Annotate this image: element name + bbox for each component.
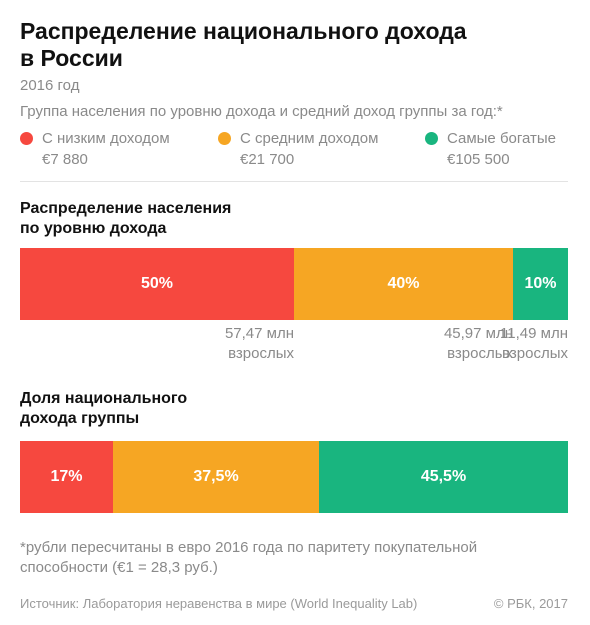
year-label: 2016 год xyxy=(20,77,80,94)
population-chart-title-line-1: Распределение населения xyxy=(20,200,232,217)
divider xyxy=(20,181,568,182)
legend-item-low: С низким доходом €7 880 xyxy=(20,128,170,170)
population-label-rich: 10% xyxy=(524,275,557,292)
population-count-middle: 45,97 млн взрослых xyxy=(444,324,513,364)
population-count-low: 57,47 млн взрослых xyxy=(225,324,294,364)
legend-item-rich: Самые богатые €105 500 xyxy=(425,128,556,170)
income-segment-low: 17% xyxy=(20,441,113,513)
income-chart-title-line-2: дохода группы xyxy=(20,410,140,427)
legend-value-middle: €21 700 xyxy=(240,151,295,168)
population-count-middle-value: 45,97 млн xyxy=(443,325,513,342)
footnote-line-1: *рубли пересчитаны в евро 2016 года по п… xyxy=(20,539,478,556)
population-label-low: 50% xyxy=(140,275,174,292)
population-segment-low: 50% xyxy=(20,248,294,320)
population-count-middle-unit: взрослых xyxy=(447,345,513,362)
legend-name-low: С низким доходом xyxy=(42,130,170,147)
source-note: Источник: Лаборатория неравенства в мире… xyxy=(20,596,418,611)
population-count-rich: 11,49 млн взрослых xyxy=(500,324,568,364)
population-label-middle: 40% xyxy=(387,275,420,292)
legend-name-middle: С средним доходом xyxy=(240,130,379,147)
legend-name-rich: Самые богатые xyxy=(447,130,557,147)
population-segment-rich: 10% xyxy=(513,248,568,320)
legend-value-rich: €105 500 xyxy=(447,151,510,168)
title-line-1: Распределение национального дохода xyxy=(20,18,467,44)
income-segment-rich: 45,5% xyxy=(319,441,568,513)
legend-dot-low xyxy=(20,132,33,145)
page-title: Распределение национального дохода в Рос… xyxy=(20,18,580,72)
legend-value-low: €7 880 xyxy=(42,151,88,168)
population-count-low-unit: взрослых xyxy=(228,345,294,362)
population-chart-title: Распределение населения по уровню дохода xyxy=(20,199,231,239)
legend-title: Группа населения по уровню дохода и сред… xyxy=(20,103,503,120)
legend-dot-middle xyxy=(218,132,231,145)
income-segment-middle: 37,5% xyxy=(113,441,319,513)
population-count-rich-unit: взрослых xyxy=(502,345,568,362)
income-label-middle: 37,5% xyxy=(193,468,239,485)
income-chart-title-line-1: Доля национального xyxy=(20,390,188,407)
income-label-low: 17% xyxy=(50,468,83,485)
population-chart-title-line-2: по уровню дохода xyxy=(20,220,167,237)
legend-dot-rich xyxy=(425,132,438,145)
legend-item-middle: С средним доходом €21 700 xyxy=(218,128,378,170)
footnote-line-2: способности (€1 = 28,3 руб.) xyxy=(20,559,218,576)
income-chart-title: Доля национального дохода группы xyxy=(20,389,187,429)
copyright: © РБК, 2017 xyxy=(493,596,568,611)
population-segment-middle: 40% xyxy=(294,248,513,320)
population-count-rich-value: 11,49 млн xyxy=(500,325,568,342)
population-count-low-value: 57,47 млн xyxy=(224,325,294,342)
income-bar: 17% 37,5% 45,5% xyxy=(20,441,568,513)
title-line-2: в России xyxy=(20,45,123,71)
footnote: *рубли пересчитаны в евро 2016 года по п… xyxy=(20,538,570,578)
income-label-rich: 45,5% xyxy=(420,468,467,485)
population-bar: 50% 40% 10% xyxy=(20,248,568,320)
